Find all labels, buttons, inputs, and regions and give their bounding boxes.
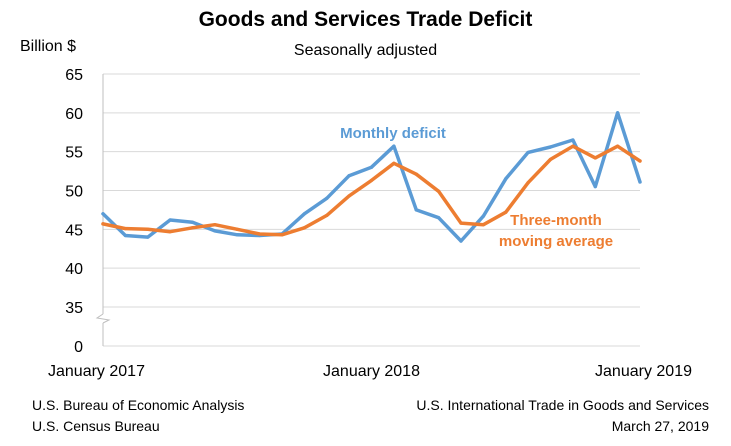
data-point [481,223,485,227]
data-point [123,233,127,238]
data-point [526,181,530,185]
y-tick-labels: 0 35 40 45 50 55 60 65 [65,67,83,356]
data-point [437,216,441,220]
data-point [123,226,127,231]
y-tick-55: 55 [65,145,83,162]
data-point [548,157,553,162]
footer-source-census: U.S. Census Bureau [32,418,160,434]
y-tick-35: 35 [65,300,83,317]
x-tick-0: January 2017 [48,363,145,380]
data-point [213,229,217,233]
data-point [392,161,396,165]
data-point [101,222,105,226]
footer-release: U.S. International Trade in Goods and Se… [416,395,709,437]
data-point [571,144,575,148]
footer-source-bea: U.S. Bureau of Economic Analysis [32,397,245,413]
data-point [146,227,150,231]
data-point [437,189,441,193]
data-point [638,180,642,184]
data-point [414,172,418,176]
axes [95,74,111,346]
data-point [548,145,553,149]
series-label-average-line1: Three-month [510,212,602,229]
data-point [235,227,239,231]
y-tick-60: 60 [65,106,83,123]
y-tick-40: 40 [65,261,83,278]
data-point [616,111,620,115]
x-tick-12: January 2018 [323,363,420,380]
data-point [504,210,508,214]
y-tick-50: 50 [65,184,83,201]
y-axis-label: Billion $ [20,38,77,55]
data-point [347,194,351,198]
footer-source: U.S. Bureau of Economic Analysis U.S. Ce… [32,395,244,437]
data-point [459,239,463,243]
series-labels: Monthly deficit Three-month moving average [340,125,613,250]
y-tick-65: 65 [65,67,83,84]
data-point [146,235,150,239]
y-tick-45: 45 [65,222,83,239]
data-point [459,221,463,225]
data-point [235,233,239,237]
series-label-monthly-deficit: Monthly deficit [340,125,446,142]
data-point [369,178,374,183]
data-point [325,213,329,217]
data-point [168,230,172,234]
data-point [213,223,217,227]
data-point [190,220,195,224]
data-point [190,226,195,230]
data-point [168,218,172,222]
chart-title: Goods and Services Trade Deficit [198,8,533,31]
y-tick-0: 0 [74,339,83,356]
x-tick-labels: January 2017 January 2018 January 2019 [48,363,692,380]
data-point [526,150,530,155]
footer-release-date: March 27, 2019 [611,418,709,434]
data-point [571,138,575,142]
data-point [369,165,374,169]
series-label-average-line2: moving average [499,233,613,250]
data-point [638,159,642,163]
series-lines [101,111,642,243]
axis-break-marker [95,313,111,324]
data-point [593,156,597,160]
data-point [101,212,105,216]
data-point [302,212,306,216]
data-point [347,174,351,178]
data-point [302,226,306,230]
grid-lines [103,73,640,347]
data-point [481,214,485,218]
data-point [616,144,620,148]
data-point [504,177,508,181]
chart-subtitle: Seasonally adjusted [293,42,438,59]
data-point [325,196,329,200]
footer-release-name: U.S. International Trade in Goods and Se… [416,397,709,413]
data-point [280,233,284,237]
data-point [258,232,262,236]
x-tick-24: January 2019 [595,363,692,380]
data-point [414,208,418,212]
data-point [593,185,597,189]
data-point [392,144,396,148]
